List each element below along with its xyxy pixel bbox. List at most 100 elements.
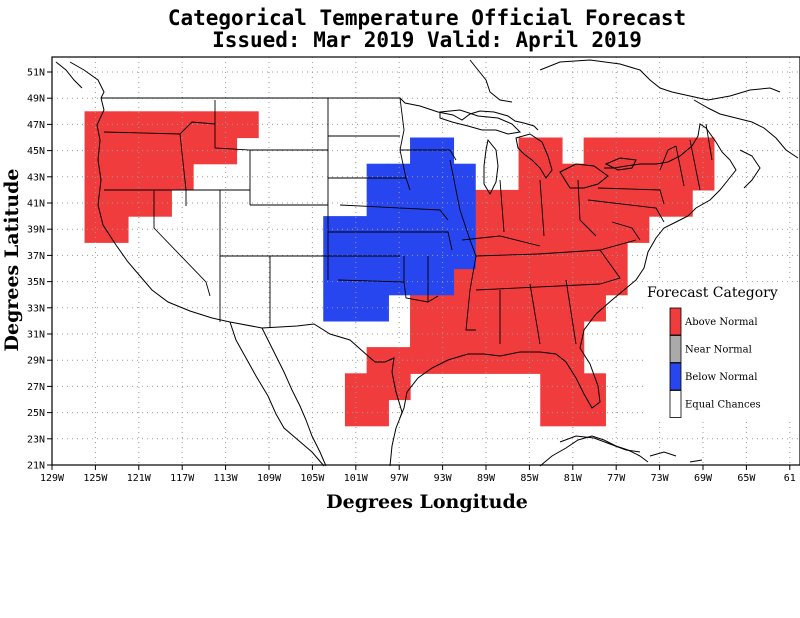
x-tick-label: 129W: [40, 473, 65, 484]
above-normal-cell: [627, 163, 650, 191]
y-tick-label: 25N: [27, 408, 45, 419]
above-normal-cell: [627, 216, 650, 243]
above-normal-cell: [475, 268, 498, 296]
x-tick-label: 121W: [127, 473, 152, 484]
y-tick-label: 39N: [27, 225, 45, 236]
above-normal-cell: [127, 111, 151, 139]
below-normal-cell: [323, 294, 346, 322]
below-normal-cell: [410, 189, 433, 217]
above-normal-cell: [344, 373, 368, 401]
below-normal-cell: [410, 163, 433, 191]
great-lakes: [439, 109, 637, 196]
mexico-coastline: [229, 321, 649, 467]
x-tick-label: 89W: [477, 473, 496, 484]
y-axis: 51N 49N 47N 45N 43N 41N 39N 37N 35N 33N 31N 29N 27N 2…: [27, 68, 52, 472]
y-tick-label: 23N: [27, 434, 45, 445]
above-normal-cell: [670, 137, 693, 165]
legend-title: Forecast Category: [647, 285, 778, 301]
above-normal-cell: [540, 373, 563, 401]
above-normal-cell: [149, 111, 172, 139]
x-tick-label: 81W: [564, 473, 583, 484]
above-normal-cell: [540, 347, 563, 374]
y-tick-label: 35N: [27, 277, 45, 288]
y-tick-label: 27N: [27, 382, 45, 393]
x-tick-label: 97W: [390, 473, 409, 484]
above-normal-cell: [518, 189, 541, 217]
above-normal-cell: [453, 294, 476, 322]
above-normal-cell: [627, 189, 650, 217]
above-normal-cell: [670, 163, 693, 191]
above-normal-cell: [561, 294, 585, 322]
forecast-cells: [84, 111, 715, 427]
above-normal-cell: [84, 216, 107, 243]
above-normal-cell: [540, 242, 563, 270]
above-normal-cell: [84, 137, 107, 165]
y-tick-label: 37N: [27, 251, 45, 262]
above-normal-cell: [648, 189, 672, 217]
above-normal-cell: [475, 320, 498, 348]
below-normal-cell: [388, 189, 411, 217]
legend: Forecast Category Above Normal Near Norma…: [644, 282, 798, 418]
above-normal-cell: [561, 242, 585, 270]
above-normal-cell: [518, 347, 541, 374]
x-tick-label: 77W: [607, 473, 626, 484]
above-normal-cell: [475, 216, 498, 243]
above-normal-cell: [214, 111, 238, 139]
above-normal-cell: [583, 294, 606, 322]
above-normal-cell: [670, 189, 693, 217]
x-tick-label: 125W: [83, 473, 108, 484]
above-normal-cell: [475, 294, 498, 322]
legend-label-below: Below Normal: [685, 372, 757, 383]
map-title: Categorical Temperature Official Forecas…: [168, 6, 686, 30]
y-tick-label: 45N: [27, 146, 45, 157]
above-normal-cell: [692, 137, 715, 165]
below-normal-cell: [388, 216, 411, 243]
x-tick-label: 85W: [520, 473, 539, 484]
above-normal-cell: [583, 137, 606, 165]
x-tick-label: 65W: [737, 473, 756, 484]
above-normal-cell: [561, 347, 585, 374]
above-normal-cell: [561, 373, 585, 401]
above-normal-cell: [561, 320, 585, 348]
below-normal-cell: [344, 294, 368, 322]
above-normal-cell: [518, 268, 541, 296]
above-normal-cell: [605, 242, 628, 270]
below-normal-cell: [323, 216, 346, 243]
above-normal-cell: [540, 216, 563, 243]
y-tick-label: 47N: [27, 120, 45, 131]
plot-frame: [51, 56, 800, 466]
canada-coastline: [55, 59, 799, 189]
above-normal-cell: [410, 294, 433, 322]
above-normal-cell: [605, 216, 628, 243]
above-normal-cell: [388, 347, 411, 374]
below-normal-cell: [410, 137, 433, 165]
above-normal-cell: [475, 347, 498, 374]
state-borders: [103, 97, 713, 345]
above-normal-cell: [193, 137, 216, 165]
above-normal-cell: [149, 137, 172, 165]
us-coastline: [96, 97, 737, 419]
y-tick-label: 43N: [27, 172, 45, 183]
above-normal-cell: [540, 294, 563, 322]
above-normal-cell: [540, 320, 563, 348]
above-normal-cell: [561, 216, 585, 243]
below-normal-cell: [453, 216, 476, 243]
below-normal-cell: [410, 268, 433, 296]
y-tick-label: 21N: [27, 461, 45, 472]
above-normal-cell: [410, 347, 433, 374]
x-tick-label: 61: [784, 473, 796, 484]
below-normal-cell: [453, 163, 476, 191]
map-subtitle: Issued: Mar 2019 Valid: April 2019: [212, 28, 642, 52]
above-normal-cell: [518, 137, 541, 165]
above-normal-cell: [540, 399, 563, 427]
above-normal-cell: [518, 320, 541, 348]
below-normal-cell: [410, 242, 433, 270]
y-tick-label: 33N: [27, 303, 45, 314]
above-normal-cell: [84, 189, 107, 217]
legend-swatch-ec: [669, 390, 682, 418]
x-axis-title: Degrees Longitude: [326, 491, 528, 513]
legend-swatch-near: [669, 335, 682, 363]
legend-label-near: Near Normal: [685, 345, 752, 356]
above-normal-cell: [540, 137, 563, 165]
